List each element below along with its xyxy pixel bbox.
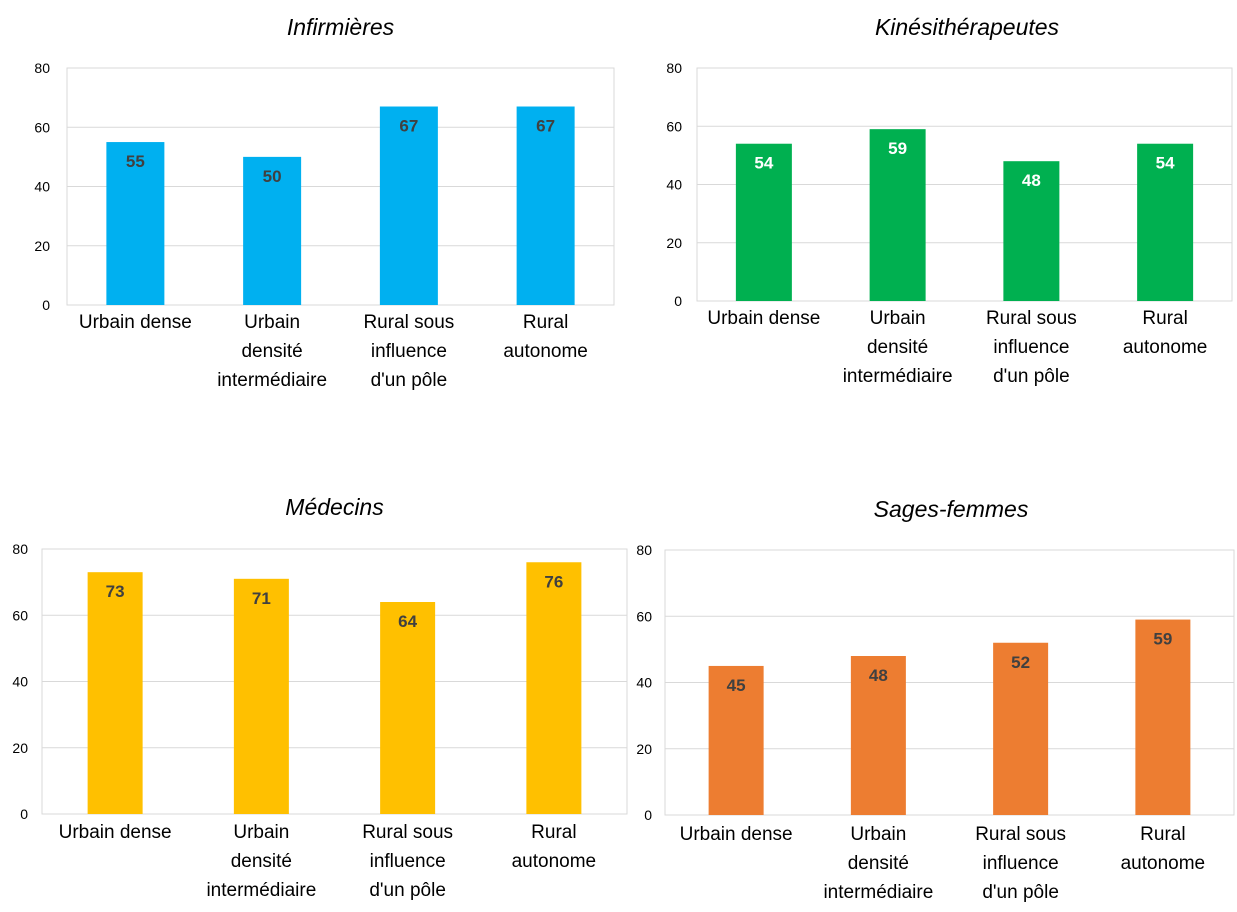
category-label: d'un pôle (371, 370, 448, 391)
category-label: Rural (1140, 824, 1185, 845)
category-label: Rural sous (363, 312, 454, 333)
y-tick-label: 80 (666, 60, 682, 76)
bar-kinesitherapeutes-4 (1137, 143, 1194, 301)
category-label: d'un pôle (993, 366, 1070, 387)
y-tick-label: 60 (666, 118, 682, 134)
y-tick-label: 0 (644, 807, 652, 823)
bar-infirmieres-3 (379, 106, 438, 305)
y-tick-label: 40 (12, 674, 28, 690)
category-label: autonome (503, 341, 588, 362)
category-label: intermédiaire (217, 370, 327, 391)
category-label: influence (983, 853, 1059, 874)
y-tick-label: 60 (34, 119, 50, 135)
y-tick-label: 20 (12, 740, 28, 756)
category-label: influence (370, 851, 446, 872)
chart-plot-medecins: 0 20 40 60 80 73 Urbain dense 71 Urbain densité in… (12, 541, 628, 901)
data-label: 50 (263, 167, 282, 186)
y-tick-label: 60 (12, 607, 28, 623)
data-label: 45 (727, 676, 746, 695)
y-tick-label: 40 (666, 177, 682, 193)
bar-sages-femmes-2 (850, 656, 906, 815)
category-label: d'un pôle (369, 880, 446, 901)
category-label: Rural sous (975, 824, 1066, 845)
data-label: 59 (1153, 630, 1172, 649)
chart-title-infirmieres: Infirmières (286, 14, 395, 40)
y-tick-label: 80 (12, 541, 28, 557)
bar-medecins-1 (87, 572, 143, 814)
data-label: 52 (1011, 653, 1030, 672)
category-label: Urbain (850, 824, 906, 845)
bar-medecins-2 (233, 578, 289, 814)
y-tick-label: 0 (20, 806, 28, 822)
data-label: 48 (1022, 171, 1041, 190)
category-label: influence (371, 341, 447, 362)
bar-kinesitherapeutes-2 (869, 129, 926, 301)
bar-medecins-3 (380, 602, 436, 814)
data-label: 76 (544, 572, 563, 591)
chart-title-medecins: Médecins (285, 494, 384, 520)
category-label: Urbain (233, 822, 289, 843)
y-tick-label: 40 (636, 675, 652, 691)
chart-title-sages-femmes: Sages-femmes (873, 496, 1029, 522)
chart-title-kinesitherapeutes: Kinésithérapeutes (874, 14, 1060, 40)
data-label: 67 (399, 117, 418, 136)
category-label: autonome (1123, 337, 1208, 358)
category-label: Rural (523, 312, 568, 333)
bar-sages-femmes-4 (1135, 619, 1191, 815)
y-tick-label: 60 (636, 608, 652, 624)
bar-kinesitherapeutes-1 (735, 143, 792, 301)
bar-sages-femmes-3 (993, 642, 1049, 815)
data-label: 54 (754, 154, 773, 173)
category-label: Urbain dense (680, 824, 793, 845)
y-tick-label: 20 (666, 235, 682, 251)
category-label: intermédiaire (823, 882, 933, 903)
category-label: Urbain (244, 312, 300, 333)
data-label: 55 (126, 152, 145, 171)
y-tick-label: 0 (42, 297, 50, 313)
y-tick-label: 0 (674, 293, 682, 309)
category-label: Urbain dense (707, 308, 820, 329)
category-label: densité (867, 337, 928, 358)
category-label: intermédiaire (843, 366, 953, 387)
category-label: Urbain dense (79, 312, 192, 333)
bar-kinesitherapeutes-3 (1003, 161, 1060, 301)
category-label: Rural (531, 822, 576, 843)
category-label: densité (241, 341, 302, 362)
category-label: autonome (1121, 853, 1206, 874)
category-label: d'un pôle (982, 882, 1059, 903)
bar-medecins-4 (526, 562, 582, 814)
data-label: 48 (869, 666, 888, 685)
data-label: 71 (252, 589, 271, 608)
bar-infirmieres-2 (243, 156, 302, 305)
data-label: 54 (1156, 154, 1175, 173)
category-label: Rural sous (986, 308, 1077, 329)
category-label: Urbain (870, 308, 926, 329)
category-label: Rural (1142, 308, 1187, 329)
bar-infirmieres-4 (516, 106, 575, 305)
chart-plot-kinesitherapeutes: 0 20 40 60 80 54 Urbain dense 59 Urbain densité in… (666, 60, 1233, 387)
y-tick-label: 20 (34, 238, 50, 254)
y-tick-label: 80 (636, 542, 652, 558)
bar-infirmieres-1 (106, 142, 165, 305)
data-label: 73 (106, 582, 125, 601)
y-tick-label: 20 (636, 741, 652, 757)
category-label: Rural sous (362, 822, 453, 843)
category-label: autonome (512, 851, 597, 872)
data-label: 59 (888, 139, 907, 158)
data-label: 64 (398, 612, 417, 631)
chart-plot-infirmieres: 0 20 40 60 80 55 Urbain dense 50 Urbain densité in… (34, 60, 615, 391)
bar-sages-femmes-1 (708, 665, 764, 815)
y-tick-label: 40 (34, 179, 50, 195)
data-label: 67 (536, 117, 555, 136)
category-label: intermédiaire (206, 880, 316, 901)
category-label: densité (231, 851, 292, 872)
category-label: Urbain dense (59, 822, 172, 843)
category-label: influence (993, 337, 1069, 358)
y-tick-label: 80 (34, 60, 50, 76)
category-label: densité (848, 853, 909, 874)
